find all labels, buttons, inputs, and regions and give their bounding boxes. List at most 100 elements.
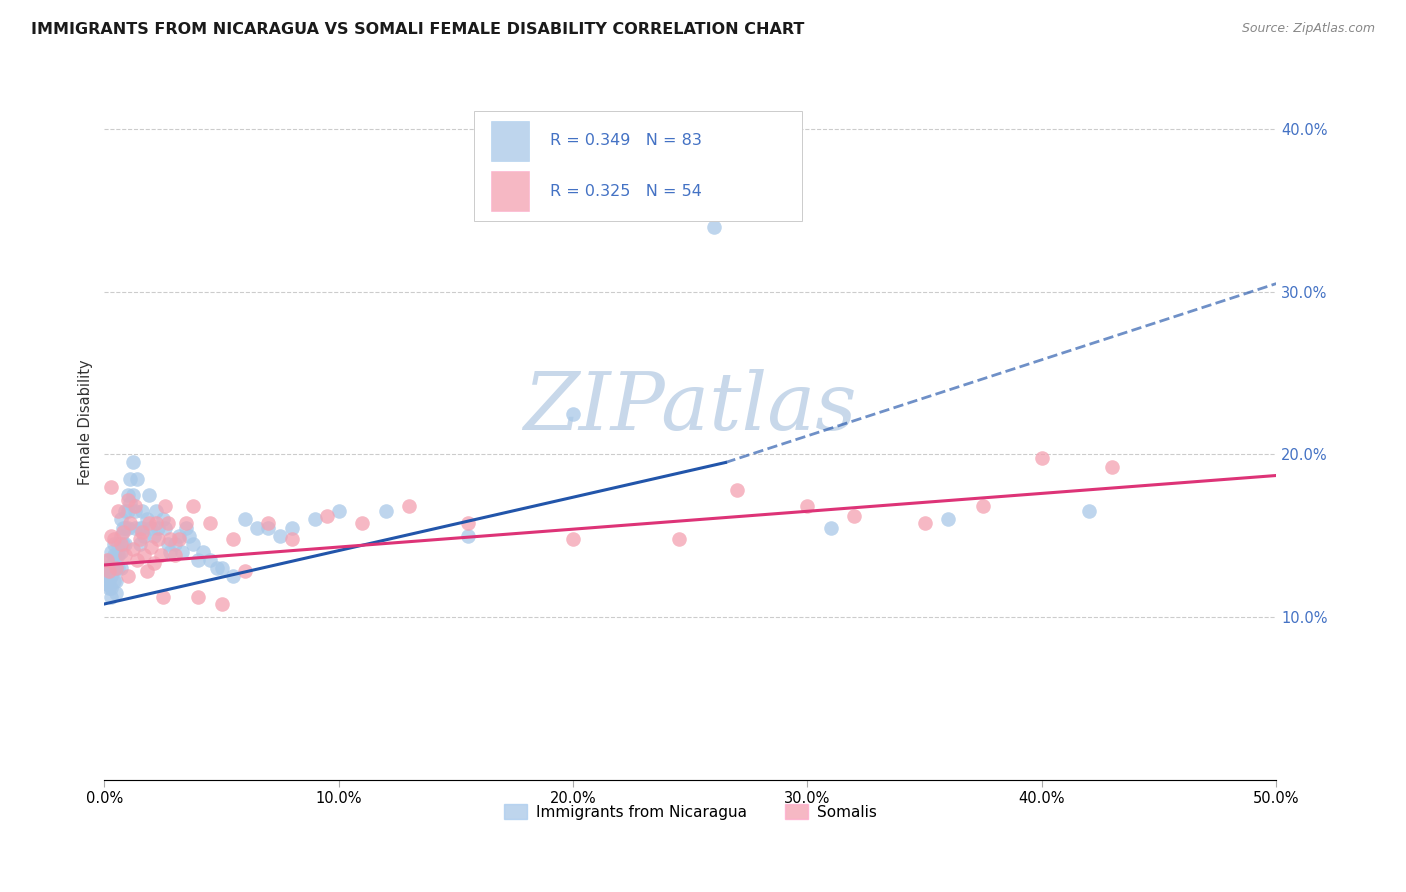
Point: [257, 516, 280, 530]
Bar: [491, 171, 529, 211]
Point: [374, 504, 396, 518]
Point: [114, 504, 136, 518]
Point: [128, 532, 150, 546]
Point: [127, 553, 149, 567]
Point: [121, 488, 143, 502]
Point: [112, 520, 135, 534]
Point: [121, 541, 143, 556]
Point: [124, 504, 146, 518]
Point: [100, 529, 122, 543]
Point: [114, 537, 136, 551]
Point: [222, 569, 245, 583]
Point: [170, 545, 193, 559]
Point: [107, 537, 129, 551]
Point: [110, 512, 132, 526]
Point: [96, 569, 118, 583]
Point: [155, 500, 177, 514]
Point: [103, 561, 125, 575]
Point: [725, 483, 748, 497]
Point: [141, 520, 163, 534]
Point: [246, 520, 269, 534]
Point: [145, 504, 167, 518]
Point: [796, 500, 818, 514]
Point: [105, 561, 128, 575]
Point: [112, 537, 135, 551]
Point: [142, 529, 165, 543]
Point: [121, 455, 143, 469]
Point: [304, 512, 326, 526]
Point: [176, 516, 198, 530]
Legend: Immigrants from Nicaragua, Somalis: Immigrants from Nicaragua, Somalis: [498, 797, 883, 826]
Point: [127, 472, 149, 486]
Point: [148, 520, 170, 534]
Point: [96, 561, 118, 575]
Point: [562, 532, 585, 546]
Point: [110, 545, 132, 559]
Point: [120, 516, 142, 530]
Point: [972, 500, 994, 514]
Point: [135, 565, 157, 579]
Point: [159, 545, 181, 559]
Point: [328, 504, 350, 518]
Text: Source: ZipAtlas.com: Source: ZipAtlas.com: [1241, 22, 1375, 36]
Point: [100, 545, 122, 559]
Point: [98, 553, 121, 567]
Point: [105, 574, 128, 589]
Point: [457, 516, 479, 530]
Point: [120, 496, 142, 510]
Point: [398, 500, 420, 514]
Bar: [491, 121, 529, 161]
Point: [191, 545, 214, 559]
Point: [117, 520, 139, 534]
Point: [177, 529, 200, 543]
Point: [163, 548, 186, 562]
Text: ZIPatlas: ZIPatlas: [523, 368, 858, 446]
Y-axis label: Female Disability: Female Disability: [79, 359, 93, 484]
Point: [457, 529, 479, 543]
Point: [117, 492, 139, 507]
Point: [120, 472, 142, 486]
Point: [117, 504, 139, 518]
Point: [222, 532, 245, 546]
Point: [668, 532, 690, 546]
Point: [114, 548, 136, 562]
Point: [98, 574, 121, 589]
Point: [103, 574, 125, 589]
Point: [131, 520, 153, 534]
Point: [103, 532, 125, 546]
Point: [148, 532, 170, 546]
Point: [124, 520, 146, 534]
Point: [198, 516, 221, 530]
Point: [105, 548, 128, 562]
Text: R = 0.325   N = 54: R = 0.325 N = 54: [550, 184, 702, 199]
Point: [914, 516, 936, 530]
Point: [233, 512, 256, 526]
Point: [281, 532, 304, 546]
Point: [96, 553, 118, 567]
Point: [112, 525, 135, 540]
Point: [1101, 460, 1123, 475]
Point: [117, 488, 139, 502]
Point: [124, 500, 146, 514]
Point: [138, 488, 160, 502]
Point: [134, 548, 156, 562]
Point: [183, 500, 205, 514]
Point: [169, 532, 191, 546]
Point: [138, 516, 160, 530]
Point: [820, 520, 842, 534]
Point: [1077, 504, 1099, 518]
Point: [131, 525, 153, 540]
Point: [128, 520, 150, 534]
Point: [257, 520, 280, 534]
Point: [131, 504, 153, 518]
Point: [100, 591, 122, 605]
Point: [936, 512, 959, 526]
Point: [844, 509, 866, 524]
Point: [1031, 450, 1053, 465]
Point: [98, 565, 121, 579]
Point: [156, 516, 179, 530]
Point: [128, 537, 150, 551]
Text: IMMIGRANTS FROM NICARAGUA VS SOMALI FEMALE DISABILITY CORRELATION CHART: IMMIGRANTS FROM NICARAGUA VS SOMALI FEMA…: [31, 22, 804, 37]
Point: [134, 529, 156, 543]
Point: [96, 577, 118, 591]
